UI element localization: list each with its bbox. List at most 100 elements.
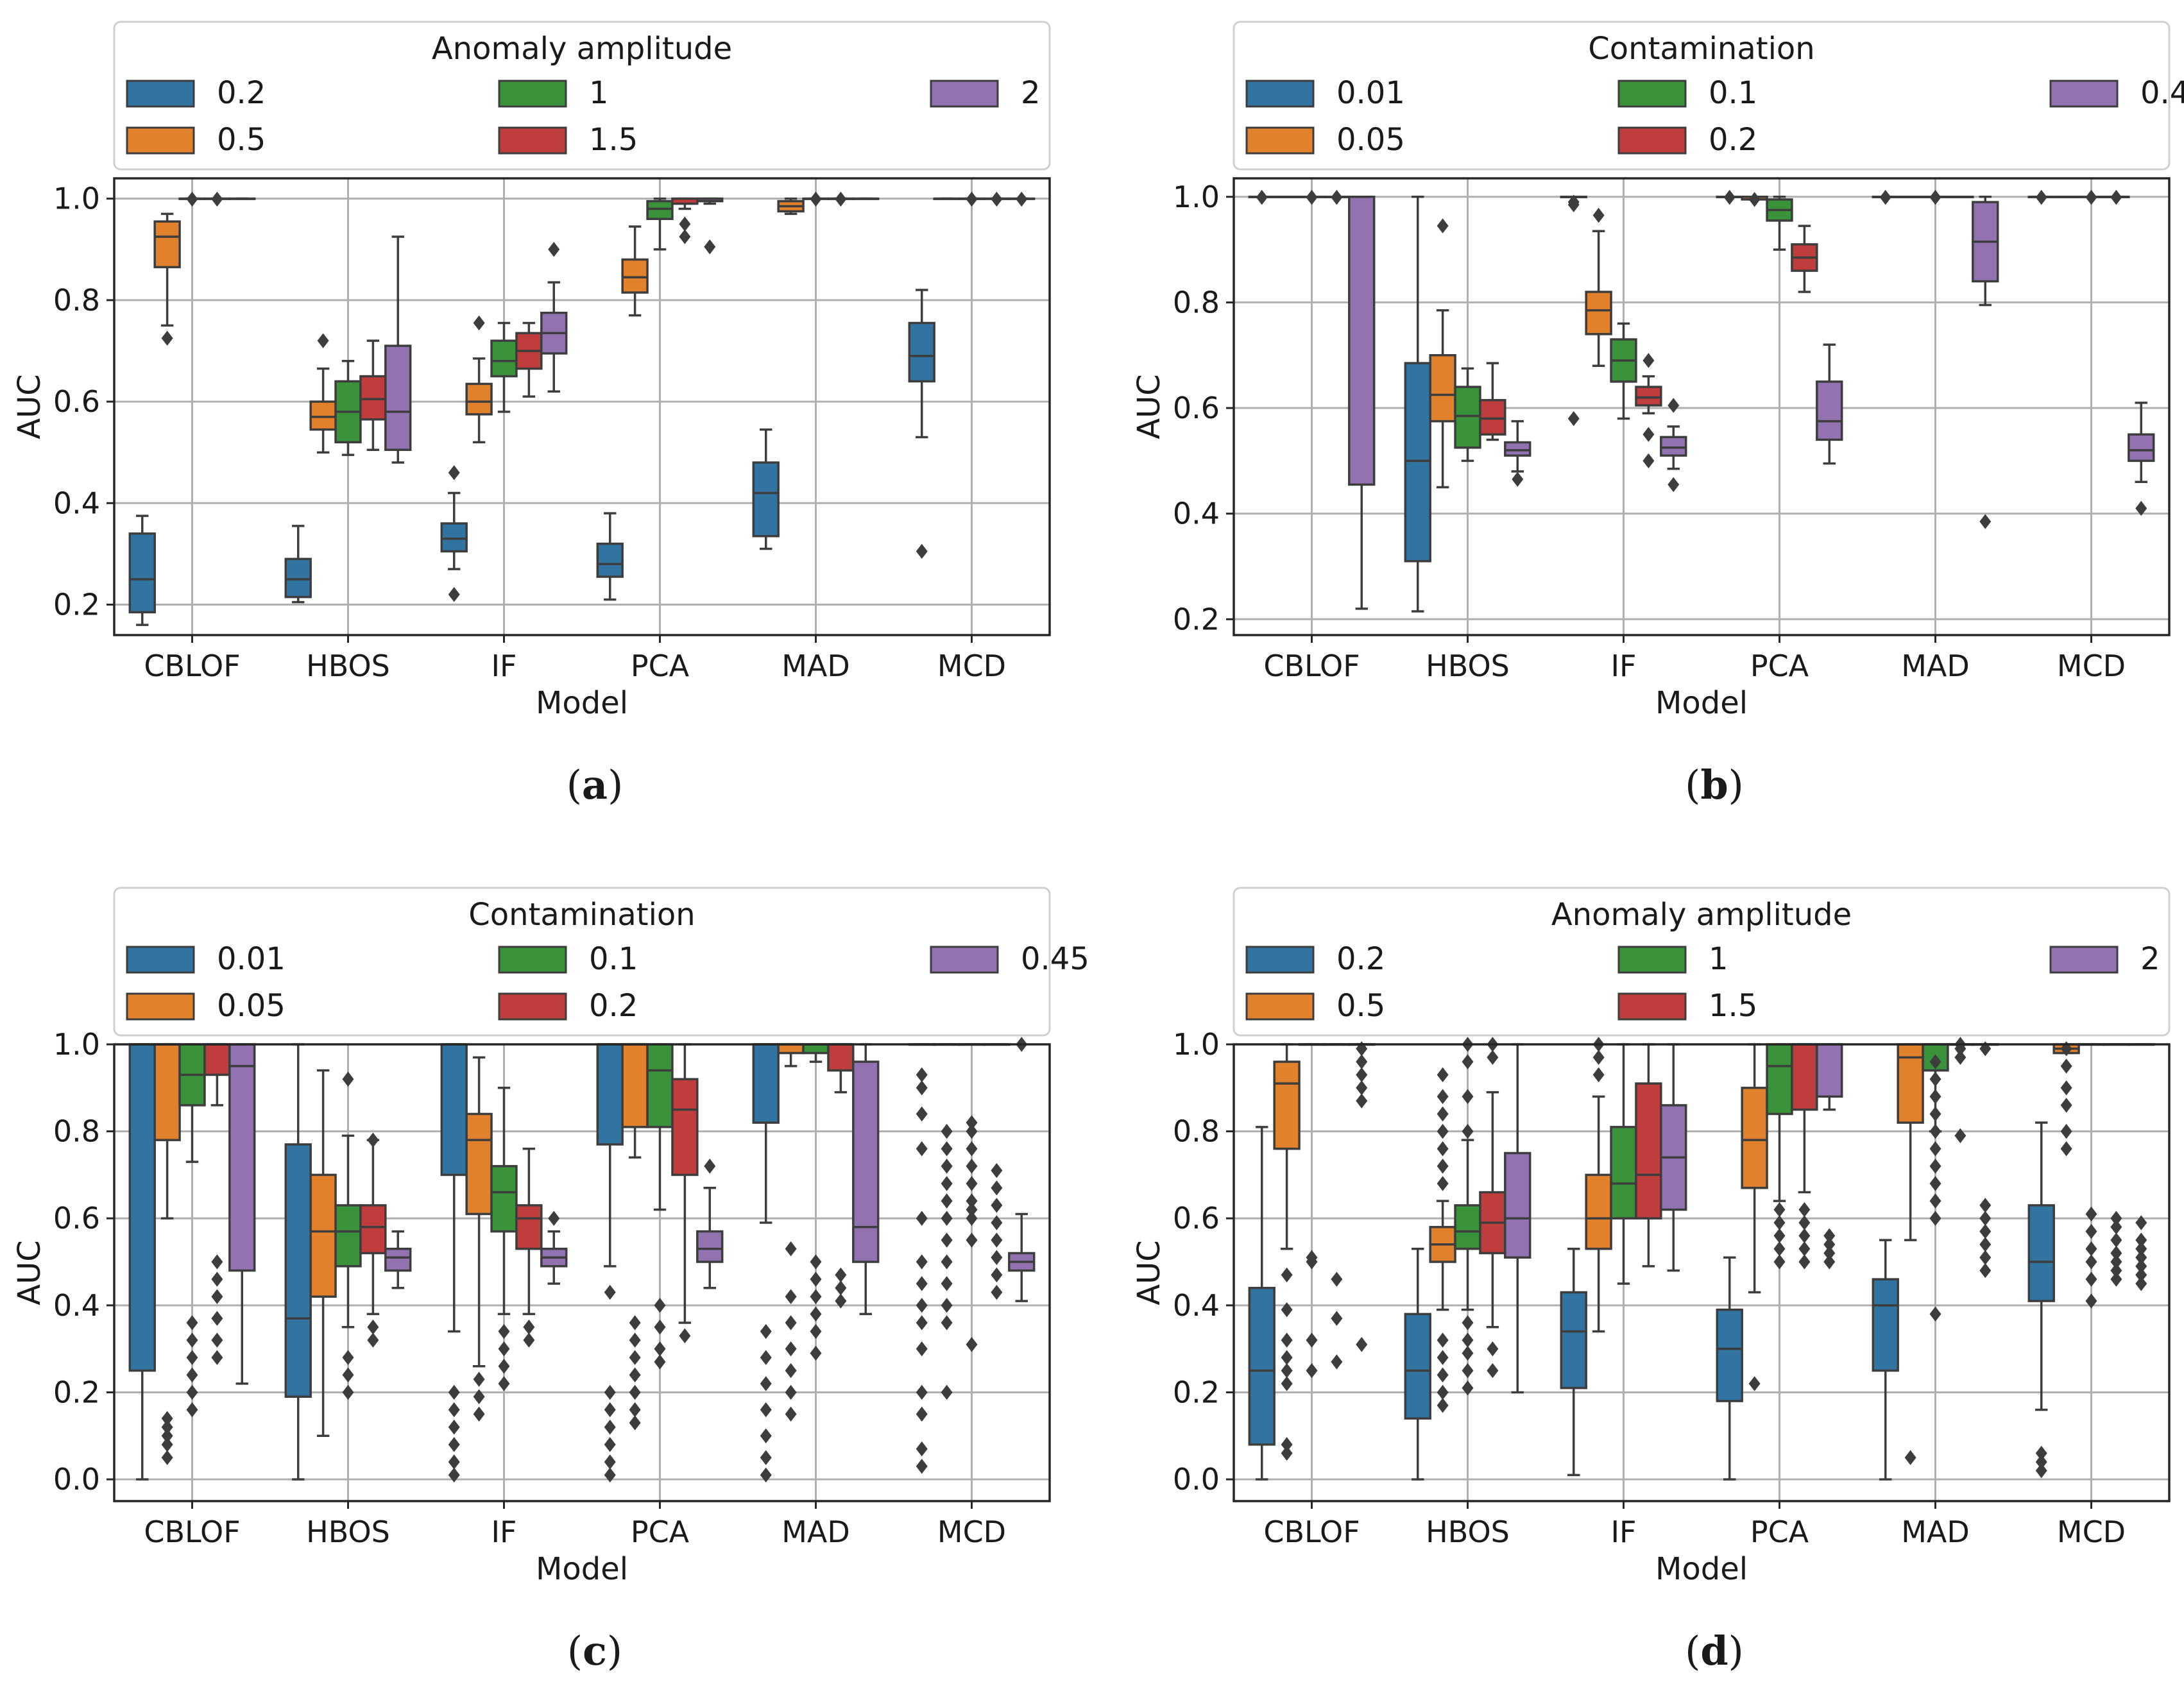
box-CBLOF-0.2: [128, 514, 156, 626]
box-PCA-0.05: [1741, 192, 1768, 207]
outlier-point: [916, 1298, 928, 1313]
outlier-point: [367, 1320, 379, 1335]
outlier-point: [1356, 1080, 1368, 1096]
y-tick-label: 0.2: [1173, 1375, 1220, 1409]
legend-swatch: [1617, 992, 1687, 1021]
axes-frame: [1233, 1043, 2171, 1502]
outlier-point: [966, 1159, 978, 1174]
y-tick-label: 0.8: [53, 283, 100, 318]
box-MAD-2: [852, 197, 880, 200]
legend-label: 1.5: [1709, 988, 1757, 1024]
outlier-point: [785, 1241, 797, 1257]
outlier-point: [1929, 1193, 1941, 1209]
outlier-point: [448, 587, 460, 602]
outlier-point: [2085, 1223, 2097, 1239]
outlier-point: [2135, 1259, 2147, 1274]
x-tick-label: PCA: [631, 649, 690, 683]
axes-frame: [113, 177, 1051, 636]
box-body: [284, 557, 312, 599]
legend: Anomaly amplitude 0.2 0.5 1 1.5 2: [1233, 887, 2171, 1037]
outlier-point: [2085, 1293, 2097, 1309]
box-body: [128, 532, 156, 614]
outlier-point: [916, 1406, 928, 1422]
box-body: [128, 1043, 156, 1372]
legend-swatch: [126, 992, 195, 1021]
outlier-point: [2135, 1276, 2147, 1291]
outlier-point: [1929, 1159, 1941, 1174]
x-axis-label: Model: [1655, 1551, 1748, 1587]
outlier-point: [1929, 1089, 1941, 1105]
box-MCD-0.45: [2128, 402, 2155, 516]
outlier-point: [1798, 1241, 1811, 1257]
outlier-point: [1437, 1398, 1449, 1413]
outlier-point: [211, 1311, 223, 1326]
box-body: [1404, 1312, 1431, 1420]
box-MCD-0.01: [908, 1043, 935, 1474]
box-body: [284, 1143, 312, 1398]
outlier-point: [2135, 1241, 2147, 1257]
x-tick-label: MAD: [1901, 649, 1970, 683]
outlier-point: [1929, 1106, 1941, 1122]
outlier-point: [448, 1437, 460, 1452]
outlier-point: [991, 1215, 1003, 1230]
outlier-point: [1437, 1176, 1449, 1191]
legend-swatch: [1617, 946, 1687, 974]
box-body: [465, 1112, 493, 1216]
outlier-point: [2135, 1232, 2147, 1248]
outlier-point: [941, 1254, 953, 1270]
box-IF-0.01: [1560, 194, 1587, 427]
outlier-point: [1281, 1445, 1293, 1461]
outlier-point: [1979, 1223, 1992, 1239]
outlier-point: [367, 1132, 379, 1148]
outlier-point: [1929, 1211, 1941, 1226]
outlier-point: [211, 1254, 223, 1270]
outlier-point: [916, 1441, 928, 1457]
outlier-point: [2110, 1219, 2122, 1235]
y-axis-label: AUC: [1131, 374, 1167, 439]
legend-item-0.01: 0.01: [126, 941, 286, 977]
x-tick-label: HBOS: [306, 1515, 390, 1549]
outlier-point: [785, 1384, 797, 1400]
box-IF-0.45: [1660, 398, 1687, 493]
legend-label: 2: [2140, 941, 2160, 977]
y-tick-label: 0.4: [1173, 497, 1220, 531]
legend-swatch: [498, 126, 567, 155]
box-MCD-0.2: [2027, 1121, 2055, 1479]
outlier-point: [991, 1180, 1003, 1196]
outlier-point: [604, 1284, 616, 1300]
outlier-point: [1929, 1141, 1941, 1157]
box-HBOS-0.2: [284, 525, 312, 604]
outlier-point: [1437, 1106, 1449, 1122]
outlier-point: [2060, 1041, 2072, 1057]
box-HBOS-1: [334, 360, 362, 456]
x-tick-label: MCD: [937, 1515, 1006, 1549]
box-body: [1716, 1308, 1743, 1402]
outlier-point: [941, 1159, 953, 1174]
outlier-point: [991, 1284, 1003, 1300]
outlier-point: [1773, 1202, 1786, 1218]
outlier-point: [604, 1402, 616, 1418]
outlier-point: [1929, 1306, 1941, 1322]
box-MAD-0.05: [777, 1043, 805, 1422]
box-MCD-2: [1008, 191, 1036, 207]
outlier-point: [1773, 1215, 1786, 1230]
box-PCA-0.1: [1766, 196, 1793, 251]
plot-area: [1234, 178, 2169, 635]
x-tick-label: MAD: [781, 1515, 850, 1549]
outlier-point: [991, 1198, 1003, 1213]
outlier-point: [916, 1341, 928, 1357]
legend-swatch: [930, 946, 999, 974]
legend-item-0.45: 0.45: [2049, 75, 2184, 111]
axes-frame: [113, 1043, 1051, 1502]
box-body: [1454, 386, 1481, 449]
box-body: [1635, 1082, 1662, 1219]
box-body: [696, 1230, 724, 1263]
outlier-point: [760, 1402, 772, 1418]
legend-swatch: [1617, 126, 1687, 155]
outlier-point: [835, 1293, 847, 1309]
legend-title: Contamination: [1588, 31, 1814, 67]
outlier-point: [991, 1232, 1003, 1248]
outlier-point: [1979, 1041, 1992, 1057]
outlier-point: [916, 1276, 928, 1291]
outlier-point: [342, 1071, 354, 1087]
